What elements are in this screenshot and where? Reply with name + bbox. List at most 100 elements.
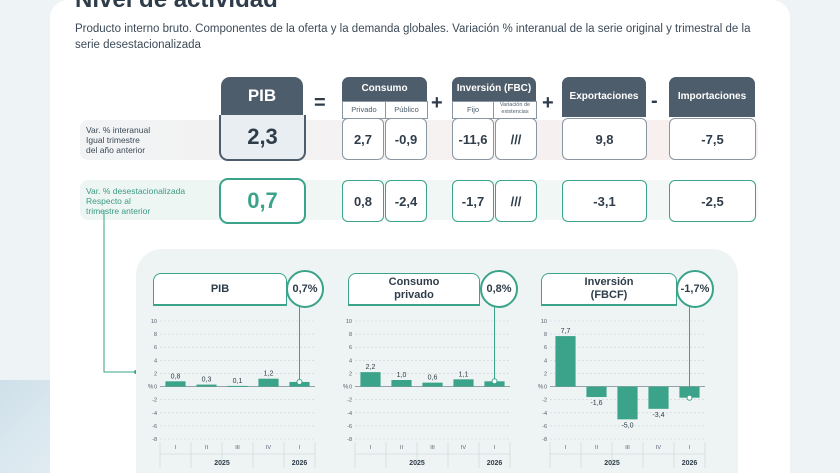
chart-badge-pib: 0,7% — [286, 270, 324, 308]
data-label: 2,2 — [366, 364, 376, 371]
bar — [555, 336, 576, 387]
y-tick-label: 4 — [154, 358, 157, 364]
category-label: IV — [656, 445, 662, 451]
y-tick-label: -6 — [542, 424, 547, 430]
exportaciones-desest: -3,1 — [562, 180, 647, 222]
bar — [258, 378, 279, 387]
exportaciones-interanual: 9,8 — [562, 118, 647, 160]
data-label: -3,4 — [652, 412, 664, 419]
plus-operator: + — [542, 92, 554, 114]
y-tick-label: -2 — [542, 398, 547, 404]
y-tick-label: -4 — [542, 411, 547, 417]
y-tick-label: 4 — [349, 358, 352, 364]
badge-marker — [491, 378, 498, 385]
data-label: 0,6 — [428, 375, 438, 382]
y-tick-label: -4 — [347, 411, 352, 417]
row-label-line: Igual trimestre — [86, 135, 140, 145]
pib-desest-value: 0,7 — [219, 178, 306, 224]
chart-title-inversion-text: Inversión (FBCF) — [584, 276, 634, 301]
category-label: I — [494, 445, 496, 451]
y-tick-label: -6 — [347, 424, 352, 430]
y-tick-label: -2 — [347, 398, 352, 404]
bar — [196, 384, 217, 387]
badge-marker — [296, 378, 303, 385]
bar — [360, 372, 381, 387]
data-label: 1,0 — [397, 372, 407, 379]
data-label: 1,1 — [459, 371, 469, 378]
y-axis-label: % — [538, 385, 544, 391]
y-tick-label: 6 — [544, 345, 547, 351]
category-label: II — [205, 445, 209, 451]
year-label: 2025 — [604, 460, 620, 467]
year-label: 2025 — [409, 460, 425, 467]
data-label: 7,7 — [561, 328, 571, 335]
y-axis-label: % — [148, 385, 154, 391]
importaciones-desest: -2,5 — [669, 180, 756, 222]
inversion-header: Inversión (FBC) — [452, 77, 536, 101]
chart-title-consumo: Consumo privado — [348, 273, 480, 306]
data-label: 0,3 — [202, 377, 212, 384]
y-tick-label: 0 — [349, 385, 352, 391]
inversion-variacion-interanual: /// — [495, 118, 537, 160]
chart-title-consumo-text: Consumo privado — [388, 276, 440, 301]
consumo-publico-desest: -2,4 — [385, 180, 427, 222]
row-label-line: del año anterior — [86, 145, 146, 155]
page-subtitle: Producto interno bruto. Componentes de l… — [75, 23, 751, 51]
y-tick-label: 8 — [349, 332, 352, 338]
category-label: IV — [461, 445, 467, 451]
y-tick-label: -4 — [152, 411, 157, 417]
category-label: IV — [266, 445, 272, 451]
bar — [586, 386, 607, 398]
row-label-line: Var. % interanual — [86, 125, 151, 135]
page-title: Nivel de actividad — [75, 0, 278, 14]
y-tick-label: -8 — [542, 437, 547, 443]
chart-badge-consumo: 0,8% — [480, 270, 518, 308]
year-label: 2026 — [292, 460, 308, 467]
year-label: 2026 — [487, 460, 503, 467]
y-tick-label: 10 — [346, 319, 352, 325]
category-label: I — [565, 445, 567, 451]
category-label: II — [595, 445, 599, 451]
bar — [165, 381, 186, 387]
chart-title-inversion: Inversión (FBCF) — [541, 273, 677, 306]
bar — [648, 386, 669, 409]
y-tick-label: 2 — [349, 371, 352, 377]
minus-operator: - — [651, 90, 658, 112]
year-label: 2026 — [682, 460, 698, 467]
category-label: III — [235, 445, 240, 451]
y-tick-label: 6 — [349, 345, 352, 351]
y-tick-label: 8 — [154, 332, 157, 338]
category-label: I — [175, 445, 177, 451]
consumo-privado-interanual: 2,7 — [342, 118, 384, 160]
data-label: 0,1 — [233, 378, 243, 385]
category-label: I — [370, 445, 372, 451]
bar — [422, 382, 443, 387]
pib-header: PIB — [221, 77, 303, 115]
bar — [617, 386, 638, 420]
bar — [391, 380, 412, 387]
y-tick-label: 0 — [544, 385, 547, 391]
importaciones-header: Importaciones — [669, 77, 755, 117]
consumo-publico-interanual: -0,9 — [385, 118, 427, 160]
y-tick-label: -2 — [152, 398, 157, 404]
badge-marker — [686, 394, 693, 401]
exportaciones-header: Exportaciones — [562, 77, 646, 117]
equals-operator: = — [314, 92, 326, 114]
y-tick-label: -8 — [152, 437, 157, 443]
inversion-variacion-desest: /// — [495, 180, 537, 222]
y-tick-label: -6 — [152, 424, 157, 430]
bar — [453, 379, 474, 387]
y-tick-label: 8 — [544, 332, 547, 338]
category-label: I — [299, 445, 301, 451]
category-label: I — [689, 445, 691, 451]
data-label: -1,6 — [590, 400, 602, 407]
row-label-interanual: Var. % interanual Igual trimestre del añ… — [86, 125, 150, 155]
inversion-fijo-desest: -1,7 — [452, 180, 494, 222]
chart-badge-inversion: -1,7% — [676, 270, 714, 308]
year-label: 2025 — [214, 460, 230, 467]
bar — [227, 385, 248, 387]
pib-interanual-value: 2,3 — [219, 115, 306, 161]
y-axis-label: % — [343, 385, 349, 391]
data-label: 1,2 — [264, 371, 274, 378]
